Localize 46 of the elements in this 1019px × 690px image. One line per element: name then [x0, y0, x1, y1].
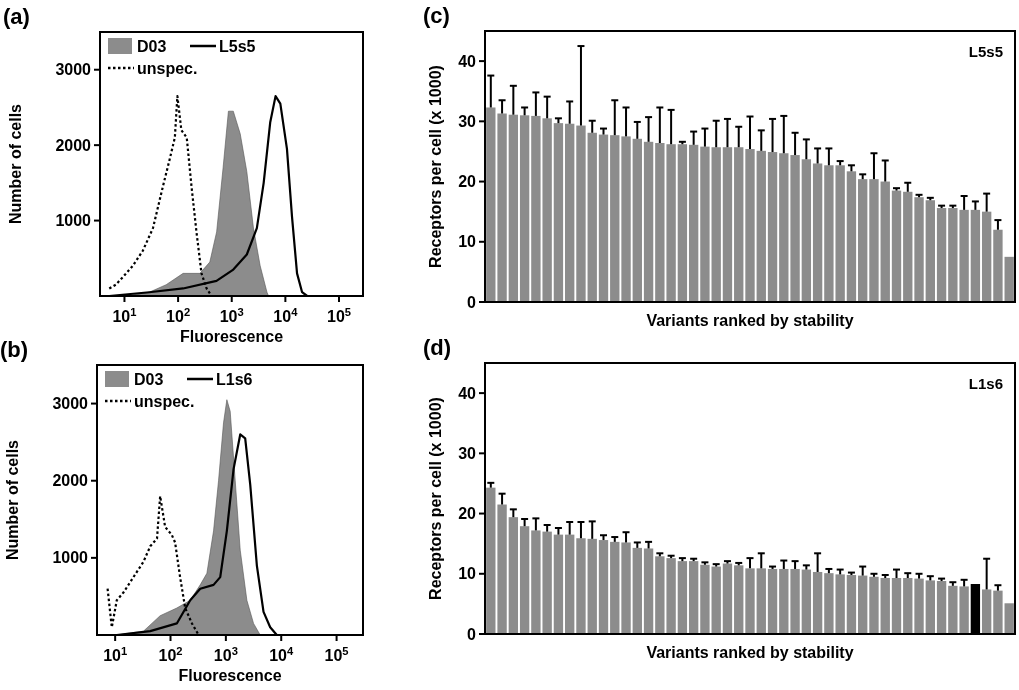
x-tick-label: 10$^{4}$ [269, 645, 295, 664]
y-tick-label: 30 [458, 112, 477, 130]
x-tick-label: 10$^{3}$ [219, 306, 244, 325]
annotation: L1s6 [968, 375, 1003, 392]
x-axis-title: Fluorescence [178, 667, 282, 684]
legend-label: unspec. [134, 393, 195, 410]
y-tick-label: 2000 [55, 136, 92, 154]
x-tick-label: 10$^{2}$ [158, 645, 183, 664]
y-tick-label: 20 [458, 505, 477, 523]
y-tick-label: 3000 [55, 61, 92, 79]
y-tick-label: 0 [467, 625, 477, 643]
y-tick-label: 0 [467, 293, 477, 311]
x-tick-label: 10$^{4}$ [273, 306, 299, 325]
x-tick-label: 10$^{2}$ [166, 306, 191, 325]
annotation: L5s5 [968, 43, 1003, 60]
y-tick-label: 10 [458, 565, 477, 583]
chart-title: (b) [0, 337, 29, 362]
y-axis-title: Receptors per cell (x 1000) [427, 397, 444, 600]
y-axis-title: Receptors per cell (x 1000) [427, 65, 444, 268]
chart-title: (d) [423, 335, 452, 360]
chart-title: (c) [423, 3, 450, 28]
legend-label: L5s5 [219, 38, 256, 55]
legend-label: D03 [137, 38, 167, 55]
y-tick-label: 3000 [52, 395, 89, 413]
x-axis-title: Fluorescence [179, 328, 284, 345]
y-tick-label: 30 [458, 444, 477, 462]
x-tick-label: 10$^{1}$ [112, 306, 137, 325]
x-tick-label: 10$^{3}$ [213, 645, 238, 664]
legend-label: unspec. [137, 60, 198, 77]
y-tick-label: 1000 [52, 549, 89, 567]
x-axis-title: Variants ranked by stability [646, 312, 854, 329]
y-tick-label: 20 [458, 173, 477, 191]
legend-label: L1s6 [216, 371, 253, 388]
y-tick-label: 1000 [55, 212, 92, 230]
y-axis-title: Number of cells [4, 439, 21, 561]
y-tick-label: 40 [458, 52, 477, 70]
y-tick-label: 10 [458, 233, 477, 251]
legend-label: D03 [134, 371, 164, 388]
y-axis-title: Number of cells [7, 103, 24, 225]
x-tick-label: 10$^{1}$ [103, 645, 128, 664]
chart-title: (a) [3, 4, 30, 29]
y-tick-label: 2000 [52, 472, 89, 490]
x-axis-title: Variants ranked by stability [646, 644, 854, 661]
y-tick-label: 40 [458, 384, 477, 402]
x-tick-label: 10$^{5}$ [327, 306, 352, 325]
x-tick-label: 10$^{5}$ [324, 645, 349, 664]
